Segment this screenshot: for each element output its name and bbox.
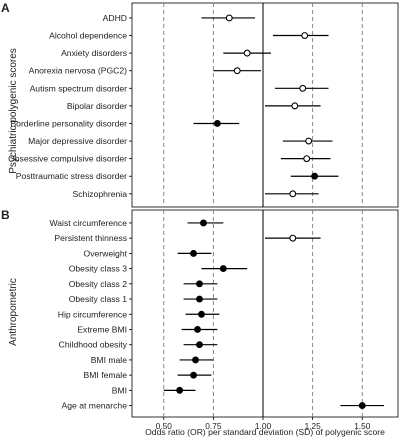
point-bmi-female [190,371,197,379]
category-label-bmi-female: BMI female [84,370,128,380]
panel-a-ylabel: Psychiatric polygenic scores [8,48,19,174]
category-label-bipolar-disorder: Bipolar disorder [67,101,127,111]
category-label-posttraumatic-stress-disorder: Posttraumatic stress disorder [16,171,127,181]
category-label-major-depressive-disorder: Major depressive disorder [28,136,127,146]
category-label-schizophrenia: Schizophrenia [73,189,128,199]
x-tick-label: 1.25 [305,421,322,431]
point-obesity-class-3 [219,265,227,273]
category-label-obsessive-compulsive-disorder: Obsessive compulsive disorder [8,154,127,164]
panel-b-ylabel: Anthropometric [8,278,19,346]
point-extreme-bmi [194,326,201,333]
point-overweight [190,249,197,257]
category-label-obesity-class-3: Obesity class 3 [69,264,127,274]
x-tick-label: 0.50 [156,421,173,431]
point-autism-spectrum-disorder [299,84,307,92]
category-label-overweight: Overweight [84,248,128,258]
panel-b-plot: Waist circumference Persistent thinness Ov… [49,209,399,418]
point-major-depressive-disorder [305,137,313,145]
category-label-anxiety-disorders: Anxiety disorders [61,48,127,58]
category-label-age-at-menarche: Age at menarche [62,401,128,411]
category-label-anorexia-nervosa-pgc2: Anorexia nervosa (PGC2) [29,66,128,76]
category-label-borderline-personality-disorder: Borderline personality disorder [10,118,127,128]
category-label-alcohol-dependence: Alcohol dependence [49,31,127,41]
category-label-adhd: ADHD [103,13,127,23]
point-anorexia-nervosa-pgc2 [233,67,241,75]
point-bipolar-disorder [291,102,299,110]
x-axis: 0.50 0.75 1.00 1.25 1.50 [156,417,371,431]
x-tick-label: 0.75 [205,421,222,431]
point-borderline-personality-disorder [213,120,221,127]
panel-b-frame [131,209,399,418]
point-schizophrenia [289,190,297,198]
point-obesity-class-2 [196,280,203,288]
category-label-extreme-bmi: Extreme BMI [77,324,127,334]
point-bmi [176,386,184,394]
category-label-childhood-obesity: Childhood obesity [59,340,128,350]
point-hip-circumference [198,310,205,318]
point-childhood-obesity [196,341,203,349]
category-label-waist-circumference: Waist circumference [49,218,127,228]
point-anxiety-disorders [243,49,251,57]
point-adhd [225,14,233,22]
panel-a-plot: ADHD Alcohol dependence Anxiety disorders A… [8,2,399,208]
point-age-at-menarche [358,402,366,410]
category-label-autism-spectrum-disorder: Autism spectrum disorder [30,83,128,93]
category-label-hip-circumference: Hip circumference [58,309,127,319]
panel-b-letter: B [1,208,10,222]
x-axis-title: Odds ratio (OR) per standard deviation (… [145,427,385,437]
point-persistent-thinness [289,234,297,242]
point-waist-circumference [200,219,207,227]
point-bmi-male [192,356,199,364]
point-obesity-class-1 [196,295,203,303]
category-label-bmi: BMI [112,385,127,395]
x-tick-label: 1.50 [354,421,371,431]
category-label-persistent-thinness: Persistent thinness [54,233,127,243]
point-obsessive-compulsive-disorder [303,155,311,163]
panel-a-letter: A [1,1,10,15]
panel-a-frame [131,2,399,208]
point-alcohol-dependence [301,32,309,39]
category-label-bmi-male: BMI male [91,355,128,365]
category-label-obesity-class-1: Obesity class 1 [69,294,127,304]
point-posttraumatic-stress-disorder [311,172,319,180]
x-tick-label: 1.00 [255,421,272,431]
category-label-obesity-class-2: Obesity class 2 [69,279,127,289]
